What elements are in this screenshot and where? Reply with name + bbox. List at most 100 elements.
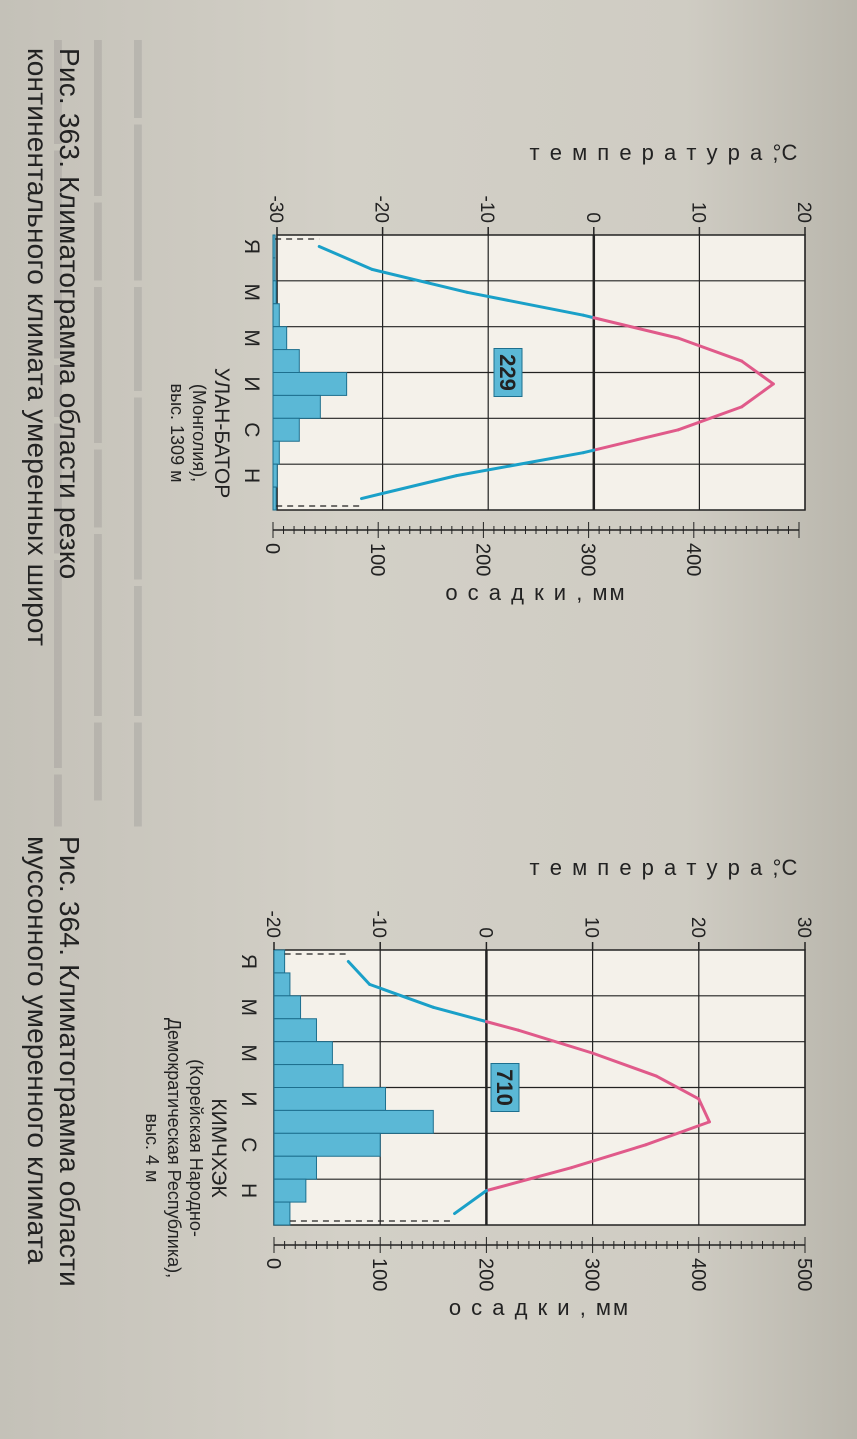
temperature-segment [592, 316, 680, 340]
temp-tick-label: -20 [371, 196, 392, 223]
precip-bar [273, 1109, 434, 1134]
temp-tick-label: 10 [581, 917, 602, 938]
temperature-segment [317, 244, 374, 271]
precip-bar [272, 486, 277, 511]
total-precip-label: 710 [492, 1069, 517, 1106]
precip-bar [273, 972, 291, 997]
temperature-segment [740, 359, 775, 386]
precip-tick-label: 400 [687, 1258, 709, 1291]
month-label: С [237, 1137, 260, 1152]
temperature-segment [581, 313, 596, 320]
total-precip-box [490, 1063, 520, 1112]
month-label: М [240, 284, 263, 302]
temperature-segment [346, 959, 372, 986]
temp-tick-label: -10 [476, 196, 497, 223]
temperature-segment [370, 267, 469, 294]
temperature-segment [368, 982, 435, 1009]
temperature-segment [581, 448, 596, 455]
station-label-line: (Монголия), [189, 384, 209, 482]
precip-bar [272, 280, 277, 305]
temperature-segment [484, 1020, 520, 1032]
month-label: И [240, 376, 263, 391]
temperature-segment [431, 1005, 488, 1024]
precip-bar [273, 1041, 333, 1066]
month-label: Н [237, 1183, 260, 1198]
temperature-segment [591, 1051, 658, 1078]
precipitation-axis-title: о с а д к и , мм [445, 580, 626, 605]
temperature-segment [644, 1120, 711, 1147]
temperature-segment [359, 474, 459, 501]
precip-tick-label: 200 [471, 543, 493, 576]
precip-tick-label: 100 [366, 543, 388, 576]
temp-tick-label: 20 [687, 917, 708, 938]
total-precip-box [493, 348, 523, 397]
station-label-line: КИМЧХЭК [207, 1098, 230, 1198]
temp-tick-label: -10 [368, 911, 389, 938]
temperature-segment [455, 451, 585, 478]
month-label: М [237, 999, 260, 1017]
temperature-segment [654, 1074, 701, 1101]
caption-364-number: Рис. 364 [54, 836, 85, 949]
station-label-line: Демократическая Республика), [164, 1018, 184, 1278]
precip-tick-label: 0 [261, 543, 283, 554]
precip-bar [272, 257, 276, 282]
temp-tick-label: 0 [582, 212, 603, 223]
temperature-segment [569, 1143, 648, 1170]
temp-tick-label: -30 [265, 196, 286, 223]
precip-bar [273, 1064, 344, 1089]
month-label: М [237, 1044, 260, 1062]
caption-363-line-1: Климатограмма области резко [54, 176, 85, 580]
caption-363-line-2: континентального климата умеренных широт [22, 48, 53, 647]
precip-bar [272, 417, 300, 442]
temperature-segment [697, 1097, 711, 1124]
caption-364: Рис. 364. Климатограмма области муссонно… [22, 836, 85, 1287]
caption-364-line-2: муссонного умеренного климата [22, 836, 53, 1265]
temperature-segment [484, 1166, 573, 1193]
temperature-segment [740, 382, 775, 409]
precip-tick-label: 200 [474, 1258, 496, 1291]
precip-bar [272, 394, 321, 419]
month-label: Я [240, 239, 263, 254]
precip-bar [273, 1087, 387, 1111]
temperature-unit: °С [773, 140, 798, 165]
total-precip-label: 229 [495, 354, 520, 391]
precip-bar [273, 949, 286, 974]
precip-tick-label: 0 [262, 1258, 284, 1269]
temperature-axis-title: т е м п е р а т у р а , [530, 855, 781, 880]
temp-tick-label: -20 [262, 911, 283, 938]
precip-bar [272, 463, 278, 488]
temperature-segment [592, 428, 680, 452]
precip-bar [273, 995, 302, 1020]
month-label: И [237, 1091, 260, 1106]
precip-tick-label: 500 [793, 1258, 815, 1291]
precip-tick-label: 300 [581, 1258, 603, 1291]
precip-bar [273, 1018, 317, 1043]
month-label: С [240, 422, 263, 437]
temp-tick-label: 0 [474, 927, 495, 938]
precip-tick-label: 400 [682, 543, 704, 576]
precip-bar [272, 349, 300, 374]
precip-tick-label: 100 [368, 1258, 390, 1291]
station-label-line: выс. 1309 м [167, 384, 187, 483]
precip-bar [273, 1201, 291, 1226]
temperature-segment [516, 1028, 595, 1055]
month-label: М [240, 329, 263, 347]
station-label-line: (Корейская Народно- [186, 1059, 206, 1237]
temperature-unit: °С [773, 855, 798, 880]
temp-tick-label: 20 [793, 202, 814, 223]
month-label: Н [240, 468, 263, 483]
precip-bar [273, 1132, 381, 1157]
precip-bar [273, 1178, 307, 1203]
temperature-segment [676, 405, 744, 432]
precip-bar [272, 303, 280, 328]
station-label-line: УЛАН-БАТОР [210, 368, 233, 499]
precip-bar [272, 326, 288, 351]
temperature-segment [676, 336, 744, 363]
precip-bar [272, 440, 280, 465]
temp-tick-label: 10 [687, 202, 708, 223]
station-label-line: выс. 4 м [142, 1114, 162, 1183]
